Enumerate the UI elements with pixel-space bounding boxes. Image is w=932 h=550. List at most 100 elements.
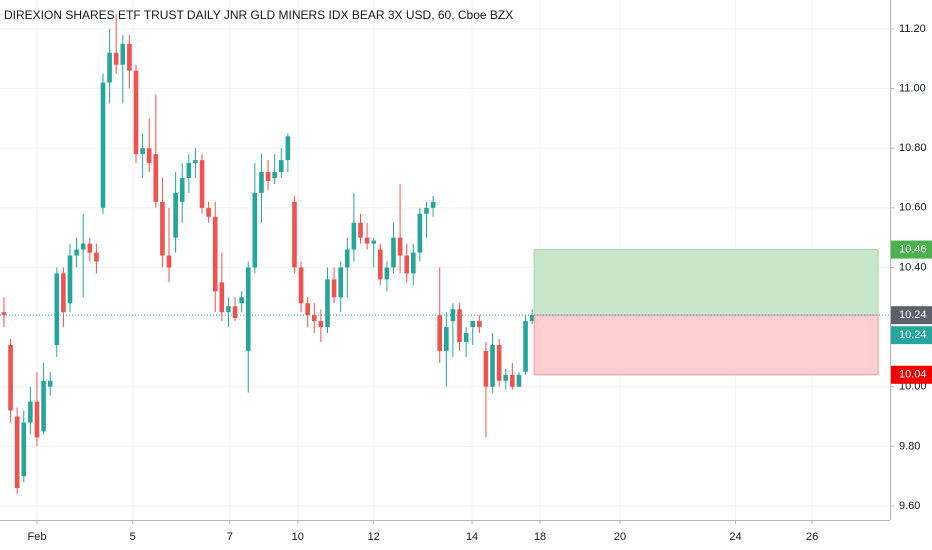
x-tick-label: 7 <box>227 531 233 543</box>
target-box <box>891 240 932 259</box>
candle-body <box>166 255 172 268</box>
candle-body <box>358 222 363 238</box>
y-tick-label: 11.20 <box>899 23 926 35</box>
axes: 11.2011.0010.8010.6010.4010.009.809.60Fe… <box>27 23 932 543</box>
candle-body <box>325 279 330 328</box>
x-tick-label: 5 <box>130 531 136 543</box>
stop-label: 10.04 <box>899 369 927 381</box>
candle-body <box>298 267 304 304</box>
candle-body <box>457 309 462 342</box>
candle-body <box>173 192 178 238</box>
y-tick-label: 11.00 <box>899 82 926 94</box>
candle-body <box>239 297 244 304</box>
candle-body <box>160 201 165 256</box>
entry-label: 10.24 <box>899 309 927 321</box>
candle-body <box>417 213 423 253</box>
candle-body <box>331 279 337 298</box>
y-tick-label: 10.80 <box>899 142 927 154</box>
candle-body <box>186 163 192 179</box>
candle-body <box>54 273 60 345</box>
candle-body <box>133 70 139 155</box>
profit-zone <box>533 249 879 316</box>
candle-body <box>206 207 211 217</box>
candle-body <box>397 237 403 256</box>
candle-body <box>94 252 99 262</box>
candle-body <box>61 273 66 313</box>
y-tick-label: 10.40 <box>899 261 927 273</box>
candle-body <box>28 401 33 423</box>
candle-body <box>516 374 522 387</box>
candle-body <box>199 160 205 208</box>
candle-body <box>305 303 310 316</box>
candle-body <box>377 249 383 280</box>
candle-body <box>146 148 152 164</box>
candle-body <box>292 201 297 268</box>
candle-body <box>47 380 53 387</box>
candle-body <box>344 249 350 268</box>
loss-zone <box>533 314 879 376</box>
candle-body <box>226 306 231 313</box>
candle-body <box>351 222 357 250</box>
candle-body <box>127 43 132 71</box>
candle-body <box>490 344 495 387</box>
candle-body <box>153 154 159 202</box>
candle-body <box>278 160 284 173</box>
candle-body <box>41 380 46 432</box>
candle-body <box>529 315 535 322</box>
chart-title: DIREXION SHARES ETF TRUST DAILY JNR GLD … <box>4 8 513 22</box>
x-tick-label: 20 <box>614 531 626 543</box>
candle-body <box>232 306 238 319</box>
candle-body <box>179 178 185 202</box>
candle-body <box>477 321 482 328</box>
candle-body <box>272 172 277 179</box>
target-label: 10.46 <box>899 243 927 255</box>
candle-body <box>391 237 396 268</box>
x-tick-label: 24 <box>729 531 741 543</box>
y-tick-label: 10.60 <box>899 202 927 214</box>
candle-body <box>21 422 27 477</box>
candle-body <box>14 416 20 489</box>
candle-body <box>80 243 86 250</box>
candle-body <box>483 350 489 387</box>
candle-body <box>265 172 271 181</box>
candle-body <box>219 282 225 313</box>
x-tick-label: 14 <box>466 531 478 543</box>
candle-body <box>404 255 410 274</box>
x-tick-label: 12 <box>368 531 380 543</box>
candle-body <box>8 344 13 411</box>
plot <box>0 14 890 495</box>
candle-body <box>510 374 515 387</box>
candle-body <box>100 82 106 208</box>
entry-box <box>891 306 932 325</box>
candle-body <box>285 136 291 161</box>
x-tick-label: 26 <box>806 531 818 543</box>
x-tick-label: 10 <box>292 531 304 543</box>
candle-body <box>87 243 93 253</box>
candle-body <box>410 252 416 274</box>
candle-body <box>463 333 469 342</box>
candle-body <box>450 309 456 322</box>
last-price-label: 10.24 <box>899 329 927 341</box>
candle-body <box>318 321 324 328</box>
candle-body <box>74 249 79 256</box>
candle-body <box>107 52 112 83</box>
candle-body <box>371 240 377 244</box>
candle-body <box>212 216 218 292</box>
last-price-box <box>891 326 932 345</box>
x-tick-label: 18 <box>534 531 546 543</box>
candle-body <box>245 267 251 351</box>
candle-body <box>496 344 502 381</box>
candle-body <box>193 160 198 164</box>
candle-body <box>503 374 509 381</box>
candle-body <box>113 52 119 65</box>
candle-body <box>311 315 317 322</box>
candle-body <box>364 237 370 244</box>
y-tick-label: 9.80 <box>899 440 920 452</box>
y-tick-label: 9.60 <box>899 500 920 512</box>
candle-body <box>384 267 390 280</box>
candle-body <box>34 401 40 438</box>
candle-body <box>424 207 429 214</box>
candle-body <box>470 321 476 328</box>
candle-body <box>140 148 145 155</box>
candle-body <box>430 201 436 208</box>
